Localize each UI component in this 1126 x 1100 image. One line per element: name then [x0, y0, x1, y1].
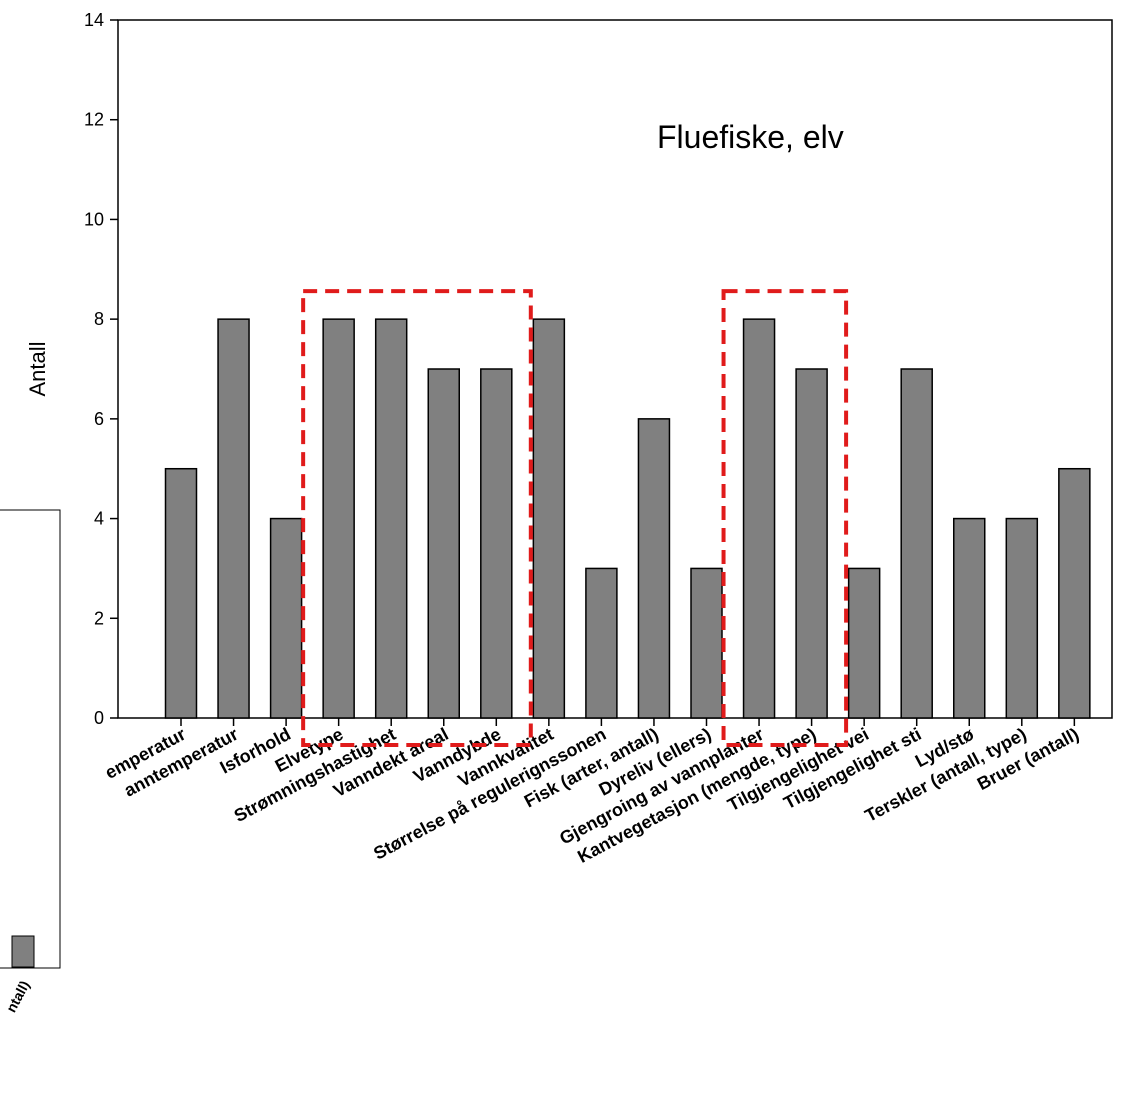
- highlight-box: [721, 289, 849, 747]
- bar: [585, 567, 618, 719]
- y-tick-label: 12: [84, 110, 104, 130]
- bar: [374, 318, 408, 719]
- bar: [269, 517, 303, 719]
- y-tick-label: 2: [94, 608, 104, 628]
- bar: [532, 318, 566, 719]
- y-tick-label: 14: [84, 10, 104, 30]
- chart-annotation: Fluefiske, elv: [657, 119, 844, 155]
- y-tick-label: 8: [94, 309, 104, 329]
- x-axis: emperaturanntemperaturIsforholdElvetypeS…: [102, 718, 1082, 867]
- bar: [427, 368, 460, 719]
- bar: [690, 567, 723, 719]
- bar: [742, 318, 776, 719]
- background-chart-frame: [0, 509, 61, 969]
- y-tick-label: 0: [94, 708, 104, 728]
- bar: [953, 517, 986, 719]
- bar: [795, 368, 828, 719]
- bars: [164, 318, 1091, 719]
- background-chart-fragment: ntall): [0, 509, 61, 1015]
- y-tick-label: 10: [84, 209, 104, 229]
- y-axis-title: Antall: [25, 341, 50, 396]
- bar: [217, 318, 250, 719]
- highlight-boxes: [301, 289, 849, 747]
- background-chart-bar: [11, 935, 35, 968]
- bar: [322, 318, 355, 719]
- y-tick-label: 4: [94, 509, 104, 529]
- bar: [637, 418, 671, 719]
- y-tick-label: 6: [94, 409, 104, 429]
- bar: [480, 368, 513, 719]
- bar: [1005, 517, 1039, 719]
- bar: [900, 368, 933, 719]
- bar: [847, 567, 881, 719]
- y-axis: 0 2 4 6 8 10 12 14: [84, 10, 118, 728]
- bar: [1058, 467, 1091, 719]
- bar: [164, 467, 198, 719]
- background-chart-tick-label: ntall): [3, 978, 33, 1015]
- highlight-box: [301, 289, 533, 747]
